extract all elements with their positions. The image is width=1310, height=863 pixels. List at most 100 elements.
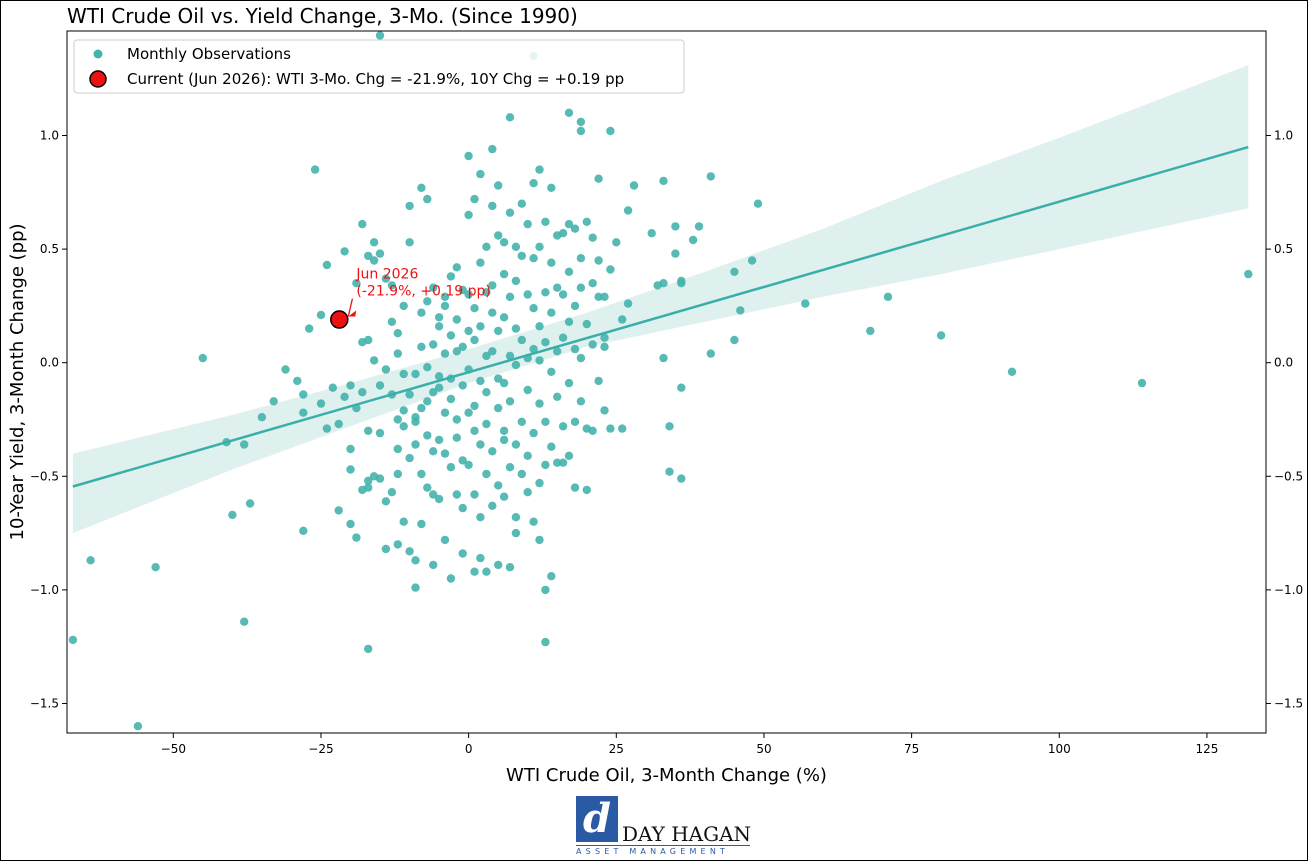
data-point <box>505 292 515 301</box>
data-point <box>606 424 615 433</box>
data-point <box>458 285 467 295</box>
data-point <box>423 397 432 406</box>
data-point <box>494 481 503 490</box>
data-point <box>393 444 402 454</box>
data-point <box>411 440 420 449</box>
data-point <box>452 415 461 424</box>
data-point <box>375 31 385 40</box>
x-tick-label: −25 <box>308 742 333 756</box>
data-point <box>411 413 420 422</box>
data-point <box>299 390 308 399</box>
x-tick-label: 50 <box>756 742 771 756</box>
data-point <box>659 279 668 288</box>
data-point <box>535 322 544 331</box>
data-point <box>529 179 538 188</box>
data-point <box>883 292 893 301</box>
data-point <box>346 519 355 529</box>
data-point <box>570 417 580 426</box>
data-point <box>375 381 385 390</box>
data-point <box>511 528 521 538</box>
data-point <box>659 353 668 363</box>
y-tick-label-left: 1.0 <box>40 129 59 143</box>
data-point <box>470 194 479 204</box>
data-point <box>629 181 639 190</box>
data-point <box>523 488 532 497</box>
data-point <box>470 401 479 411</box>
y-tick-label-right: 0.0 <box>1274 356 1293 370</box>
data-point <box>68 635 78 645</box>
data-point <box>553 283 562 292</box>
data-point <box>446 574 456 583</box>
data-point <box>623 299 633 308</box>
data-point <box>458 549 467 558</box>
data-point <box>393 329 402 338</box>
company-logo: d DAY HAGAN ASSET MANAGEMENT <box>574 794 754 858</box>
data-point <box>375 474 385 483</box>
data-point <box>523 385 532 395</box>
data-point <box>499 269 509 279</box>
y-tick-label-right: −1.5 <box>1274 696 1303 710</box>
data-point <box>499 313 509 322</box>
data-point <box>535 478 544 488</box>
data-point <box>558 422 568 431</box>
data-point <box>411 556 420 565</box>
data-point <box>529 517 538 526</box>
data-point <box>730 335 739 345</box>
data-point <box>434 435 444 445</box>
data-point <box>594 174 603 183</box>
data-point <box>582 217 591 226</box>
data-point <box>387 488 397 497</box>
data-point <box>340 392 349 401</box>
data-point <box>576 254 586 263</box>
data-point <box>482 242 491 251</box>
data-point <box>316 399 326 408</box>
data-point <box>523 451 532 460</box>
data-point <box>440 349 450 358</box>
y-tick-label-left: 0.0 <box>40 356 59 370</box>
annotation-arrow-line <box>347 298 354 317</box>
data-point <box>594 292 603 301</box>
data-point <box>517 335 526 345</box>
data-point <box>316 310 326 320</box>
data-point <box>582 485 591 495</box>
data-point <box>588 426 597 435</box>
data-point <box>535 242 544 251</box>
data-point <box>417 308 426 317</box>
data-point <box>517 251 526 261</box>
data-point <box>588 233 597 242</box>
annotation-arrow-head <box>348 310 357 317</box>
data-point <box>647 229 656 238</box>
x-tick-label: −50 <box>161 742 186 756</box>
data-point <box>564 317 574 326</box>
data-point <box>405 201 414 211</box>
data-point <box>529 344 538 354</box>
data-point <box>505 397 515 406</box>
data-point <box>588 340 597 349</box>
logo-mark: d <box>576 796 618 842</box>
data-point <box>452 347 461 356</box>
data-point <box>429 490 438 499</box>
data-point <box>393 415 402 424</box>
data-point <box>706 172 715 181</box>
data-point <box>499 378 509 388</box>
y-tick-label-left: −1.0 <box>30 583 59 597</box>
data-point <box>198 353 207 363</box>
confidence-band <box>72 65 1249 534</box>
data-point <box>535 356 544 365</box>
data-point <box>600 406 609 415</box>
data-point <box>440 449 450 458</box>
data-point <box>470 490 479 499</box>
data-point <box>523 290 532 299</box>
data-point <box>488 308 497 317</box>
data-point <box>423 363 432 372</box>
data-point <box>464 408 473 417</box>
data-point <box>440 535 450 545</box>
data-point <box>452 263 461 272</box>
data-point <box>576 397 586 406</box>
data-point <box>553 347 562 356</box>
legend-label-observations: Monthly Observations <box>127 45 291 63</box>
data-point <box>434 313 444 322</box>
data-point <box>505 208 515 217</box>
data-point <box>364 483 373 492</box>
data-point <box>476 258 485 267</box>
